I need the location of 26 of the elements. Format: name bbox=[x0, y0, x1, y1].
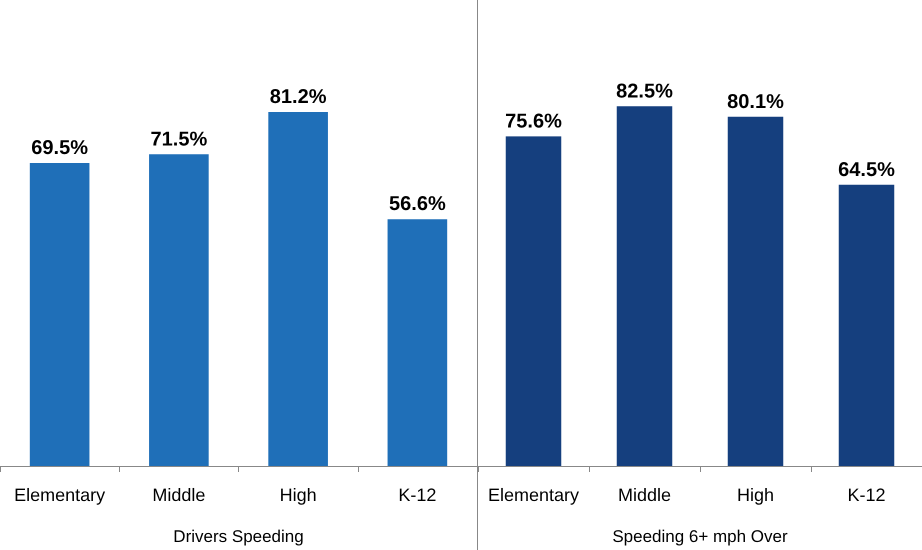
data-label: 56.6% bbox=[389, 193, 446, 216]
bar bbox=[728, 116, 784, 466]
x-tick-label: High bbox=[280, 485, 317, 505]
x-tick-label: High bbox=[736, 485, 774, 505]
x-tick-label: K-12 bbox=[398, 485, 436, 505]
bar bbox=[268, 112, 328, 466]
data-label: 81.2% bbox=[270, 86, 327, 108]
bar bbox=[838, 184, 894, 466]
data-label: 75.6% bbox=[505, 110, 562, 132]
x-axis-title: Drivers Speeding bbox=[173, 527, 304, 546]
data-label: 82.5% bbox=[616, 80, 674, 102]
data-label: 80.1% bbox=[727, 90, 784, 113]
bar bbox=[388, 219, 448, 466]
x-tick-label: K-12 bbox=[847, 485, 886, 505]
x-tick-label: Middle bbox=[618, 485, 672, 505]
x-tick-label: Middle bbox=[152, 485, 206, 505]
data-label: 69.5% bbox=[31, 136, 88, 159]
data-label: 71.5% bbox=[150, 128, 208, 150]
x-tick-label: Elementary bbox=[488, 485, 580, 505]
bar bbox=[149, 154, 209, 466]
x-tick-label: Elementary bbox=[14, 485, 106, 505]
bar bbox=[616, 106, 672, 466]
bar bbox=[30, 162, 90, 466]
data-label: 64.5% bbox=[838, 158, 896, 181]
bar bbox=[506, 136, 562, 466]
x-axis-title: Speeding 6+ mph Over bbox=[612, 527, 788, 546]
